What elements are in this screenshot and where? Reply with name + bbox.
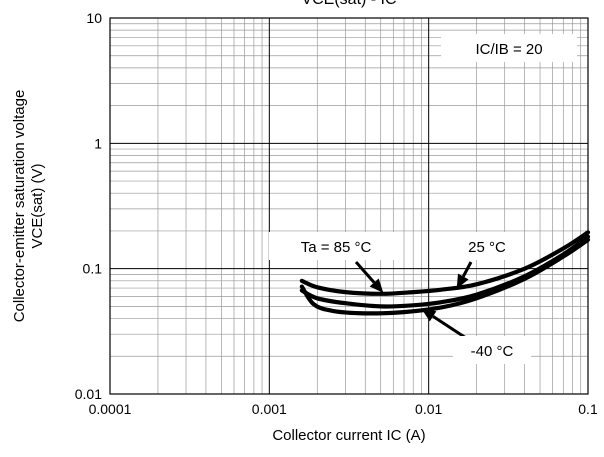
condition-label-box bbox=[441, 34, 577, 62]
x-tick-label: 0.1 bbox=[578, 401, 598, 417]
annotation-label-bg bbox=[452, 232, 522, 260]
annotation-arrow-head bbox=[369, 278, 384, 293]
grid bbox=[109, 17, 589, 395]
annotation-arrow-head bbox=[421, 308, 437, 322]
annotation-label-bg bbox=[269, 232, 403, 260]
annotation-label: 25 °C bbox=[468, 239, 506, 256]
y-axis-label-line2: VCE(sat) (V) bbox=[29, 163, 46, 248]
x-tick-label: 0.001 bbox=[252, 401, 287, 417]
tick-labels: 0.0001 0.001 0.01 0.1 0.01 0.1 1 10 bbox=[75, 10, 598, 417]
condition-label: IC/IB = 20 bbox=[475, 41, 542, 58]
y-tick-label: 1 bbox=[94, 135, 102, 151]
annotation-arrow-shaft bbox=[432, 315, 467, 340]
x-tick-label: 0.0001 bbox=[89, 401, 132, 417]
annotation-arrows bbox=[354, 261, 473, 340]
plot-frame bbox=[109, 17, 589, 395]
y-axis-label-line1: Collector-emitter saturation voltage bbox=[11, 90, 28, 323]
y-tick-label: 10 bbox=[86, 10, 102, 26]
annotation-labels: Ta = 85 °C 25 °C -40 °C bbox=[269, 232, 531, 364]
chart-title: VCE(sat) - IC bbox=[301, 0, 396, 8]
y-tick-label: 0.01 bbox=[75, 386, 102, 402]
series-line-1 bbox=[299, 230, 591, 296]
annotation-label: Ta = 85 °C bbox=[301, 239, 372, 256]
x-axis-label: Collector current IC (A) bbox=[272, 427, 425, 444]
annotation-arrow-shaft bbox=[461, 261, 473, 278]
annotation-label-bg bbox=[453, 336, 531, 364]
annotation-arrow-shaft bbox=[354, 261, 376, 284]
annotation-arrow-head bbox=[456, 273, 469, 289]
y-tick-label: 0.1 bbox=[83, 261, 103, 277]
annotation-label: -40 °C bbox=[471, 343, 514, 360]
x-tick-label: 0.01 bbox=[415, 401, 442, 417]
